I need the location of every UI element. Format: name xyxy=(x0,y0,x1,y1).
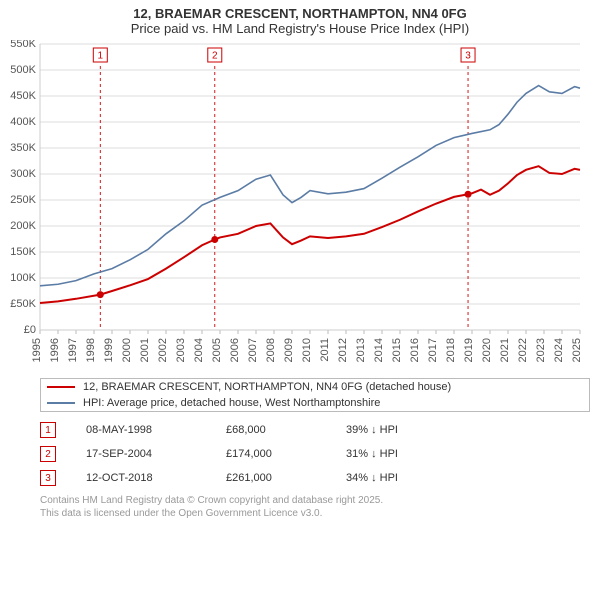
sale-row-marker: 1 xyxy=(40,422,56,438)
sales-table: 1 08-MAY-1998£68,00039% ↓ HPI 2 17-SEP-2004… xyxy=(40,418,590,490)
legend-swatch xyxy=(47,402,75,404)
x-tick-label: 2009 xyxy=(283,338,295,362)
y-tick-label: £550K xyxy=(10,40,37,50)
legend-item: HPI: Average price, detached house, West… xyxy=(41,395,589,411)
x-tick-label: 2006 xyxy=(229,338,241,362)
sale-pct: 39% ↓ HPI xyxy=(346,424,398,436)
y-tick-label: £450K xyxy=(10,90,37,102)
title-line2: Price paid vs. HM Land Registry's House … xyxy=(0,21,600,36)
sale-row: 2 17-SEP-2004£174,00031% ↓ HPI xyxy=(40,442,590,466)
legend: 12, BRAEMAR CRESCENT, NORTHAMPTON, NN4 0… xyxy=(40,378,590,412)
y-tick-label: £500K xyxy=(10,64,37,76)
sale-marker-num: 2 xyxy=(212,51,218,62)
series-hpi xyxy=(40,86,580,286)
sale-row: 3 12-OCT-2018£261,00034% ↓ HPI xyxy=(40,466,590,490)
sale-dot xyxy=(97,291,104,298)
sale-pct: 34% ↓ HPI xyxy=(346,472,398,484)
sale-date: 08-MAY-1998 xyxy=(86,424,226,436)
title-line1: 12, BRAEMAR CRESCENT, NORTHAMPTON, NN4 0… xyxy=(0,6,600,21)
sale-date: 17-SEP-2004 xyxy=(86,448,226,460)
x-tick-label: 2020 xyxy=(481,338,493,362)
y-tick-label: £150K xyxy=(10,246,37,258)
x-tick-label: 2001 xyxy=(139,338,151,362)
x-tick-label: 2004 xyxy=(193,338,205,362)
y-tick-label: £250K xyxy=(10,194,37,206)
sale-row-marker: 3 xyxy=(40,470,56,486)
series-property xyxy=(40,166,580,303)
x-tick-label: 2019 xyxy=(463,338,475,362)
sale-price: £261,000 xyxy=(226,472,346,484)
x-tick-label: 2025 xyxy=(571,338,583,362)
attribution-line1: Contains HM Land Registry data © Crown c… xyxy=(40,494,590,507)
x-tick-label: 2017 xyxy=(427,338,439,362)
x-tick-label: 2014 xyxy=(373,338,385,362)
legend-label: 12, BRAEMAR CRESCENT, NORTHAMPTON, NN4 0… xyxy=(83,381,451,393)
x-tick-label: 1998 xyxy=(85,338,97,362)
x-tick-label: 2024 xyxy=(553,338,565,362)
x-tick-label: 2016 xyxy=(409,338,421,362)
x-tick-label: 2021 xyxy=(499,338,511,362)
sale-row: 1 08-MAY-1998£68,00039% ↓ HPI xyxy=(40,418,590,442)
y-tick-label: £50K xyxy=(10,298,36,310)
x-tick-label: 2011 xyxy=(319,338,331,362)
sale-dot xyxy=(211,236,218,243)
sale-row-marker: 2 xyxy=(40,446,56,462)
x-tick-label: 2013 xyxy=(355,338,367,362)
sale-date: 12-OCT-2018 xyxy=(86,472,226,484)
legend-swatch xyxy=(47,386,75,388)
sale-marker-num: 3 xyxy=(465,51,471,62)
x-tick-label: 2018 xyxy=(445,338,457,362)
x-tick-label: 2008 xyxy=(265,338,277,362)
x-tick-label: 2012 xyxy=(337,338,349,362)
x-tick-label: 2000 xyxy=(121,338,133,362)
x-tick-label: 2003 xyxy=(175,338,187,362)
y-tick-label: £350K xyxy=(10,142,37,154)
x-tick-label: 1999 xyxy=(103,338,115,362)
sale-pct: 31% ↓ HPI xyxy=(346,448,398,460)
sale-price: £174,000 xyxy=(226,448,346,460)
sale-dot xyxy=(465,191,472,198)
chart: £0 £50K £100K £150K £200K £250K £300K £350K £400… xyxy=(10,40,590,372)
x-tick-label: 2015 xyxy=(391,338,403,362)
y-tick-label: £0 xyxy=(24,324,36,336)
sale-marker-num: 1 xyxy=(98,51,104,62)
chart-svg: £0 £50K £100K £150K £200K £250K £300K £350K £400… xyxy=(10,40,590,372)
x-tick-label: 2010 xyxy=(301,338,313,362)
x-tick-label: 2023 xyxy=(535,338,547,362)
attribution: Contains HM Land Registry data © Crown c… xyxy=(40,494,590,520)
x-tick-label: 2002 xyxy=(157,338,169,362)
x-tick-label: 2022 xyxy=(517,338,529,362)
x-tick-label: 1997 xyxy=(67,338,79,362)
legend-item: 12, BRAEMAR CRESCENT, NORTHAMPTON, NN4 0… xyxy=(41,379,589,395)
y-tick-label: £200K xyxy=(10,220,37,232)
y-tick-label: £300K xyxy=(10,168,37,180)
x-tick-label: 1996 xyxy=(49,338,61,362)
chart-title: 12, BRAEMAR CRESCENT, NORTHAMPTON, NN4 0… xyxy=(0,0,600,40)
x-tick-label: 1995 xyxy=(31,338,43,362)
sale-price: £68,000 xyxy=(226,424,346,436)
x-tick-label: 2007 xyxy=(247,338,259,362)
legend-label: HPI: Average price, detached house, West… xyxy=(83,397,380,409)
attribution-line2: This data is licensed under the Open Gov… xyxy=(40,507,590,520)
x-tick-label: 2005 xyxy=(211,338,223,362)
y-tick-label: £100K xyxy=(10,272,37,284)
y-tick-label: £400K xyxy=(10,116,37,128)
